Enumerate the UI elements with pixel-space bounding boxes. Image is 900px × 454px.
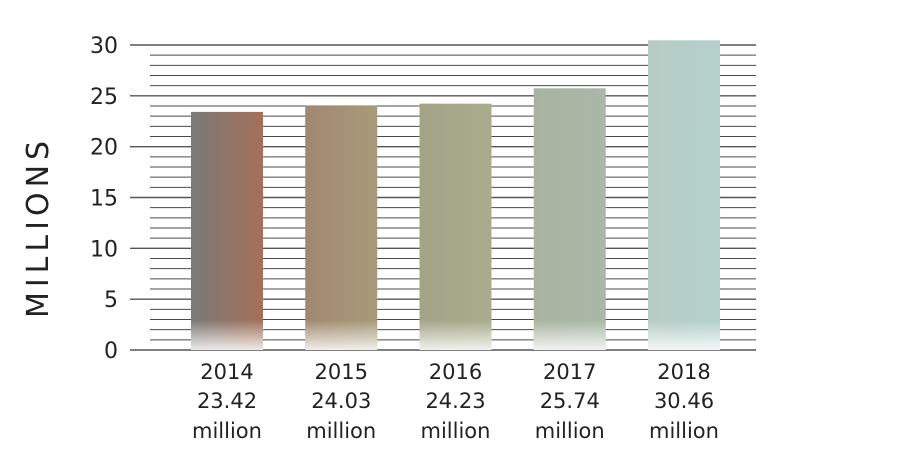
bar-2014 (191, 111, 263, 350)
y-axis-label: MILLIONS (21, 136, 56, 318)
x-category-label: 2016 (429, 360, 482, 384)
y-tick-label: 10 (90, 237, 118, 262)
x-value-label: 23.42 (197, 389, 257, 413)
bar-fade (648, 320, 720, 350)
x-unit-label: million (649, 419, 719, 443)
x-value-label: 25.74 (540, 389, 600, 413)
y-tick-label: 20 (90, 136, 118, 161)
bar-fade (305, 320, 378, 350)
y-tick-label: 0 (104, 339, 118, 364)
bar-2018 (648, 40, 720, 350)
y-tick-label: 30 (90, 34, 118, 59)
x-axis-labels: 2014 23.42 million 2015 24.03 million 2016 24.2… (192, 360, 719, 443)
bar-2016 (419, 103, 492, 350)
y-tick-label: 5 (104, 288, 118, 313)
bars (191, 40, 720, 350)
y-tick-label: 15 (90, 187, 118, 212)
bar-2015 (305, 105, 378, 350)
x-category-label: 2018 (657, 360, 710, 384)
y-axis-ticks: 0 5 10 15 20 25 30 (90, 34, 118, 364)
bar-fade (191, 320, 263, 350)
x-unit-label: million (421, 419, 491, 443)
x-category-label: 2017 (543, 360, 596, 384)
x-value-label: 24.23 (425, 389, 485, 413)
bar-fade (419, 320, 492, 350)
x-unit-label: million (306, 419, 376, 443)
x-unit-label: million (192, 419, 262, 443)
bar-fade (533, 320, 606, 350)
x-value-label: 30.46 (654, 389, 714, 413)
x-unit-label: million (535, 419, 605, 443)
x-category-label: 2015 (315, 360, 368, 384)
bar-2017 (533, 88, 606, 350)
x-value-label: 24.03 (311, 389, 371, 413)
x-category-label: 2014 (200, 360, 253, 384)
y-tick-label: 25 (90, 85, 118, 110)
